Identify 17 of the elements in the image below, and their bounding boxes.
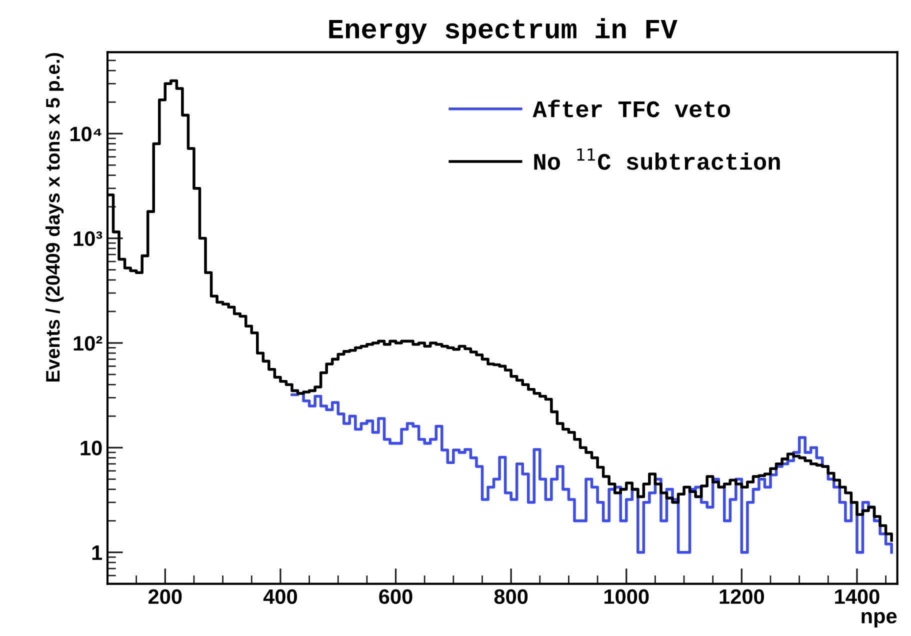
y-tick-label: 10³ [74, 231, 102, 246]
x-tick-label: 1400 [835, 589, 880, 604]
legend-label: No $^{11}$C subtraction [534, 148, 780, 170]
x-tick-label: 800 [494, 589, 528, 604]
y-tick-label: 1 [92, 546, 102, 560]
x-tick-label: 200 [148, 589, 182, 604]
y-tick-label: 10 [80, 440, 102, 456]
legend-label: After TFC veto [532, 100, 730, 118]
x-axis-title: npe [862, 612, 897, 628]
x-tick-label: 1200 [720, 589, 764, 604]
chart-title: Energy spectrum in FV [329, 18, 678, 44]
x-tick-label: 400 [263, 589, 297, 604]
x-tick-label: 600 [379, 589, 412, 604]
y-axis-title: Events / (20409 days x tons x 5 p.e.) [45, 53, 64, 382]
x-tick-label: 1000 [604, 589, 649, 604]
y-tick-label: 10⁴ [70, 126, 102, 142]
y-tick-label: 10² [74, 336, 102, 351]
